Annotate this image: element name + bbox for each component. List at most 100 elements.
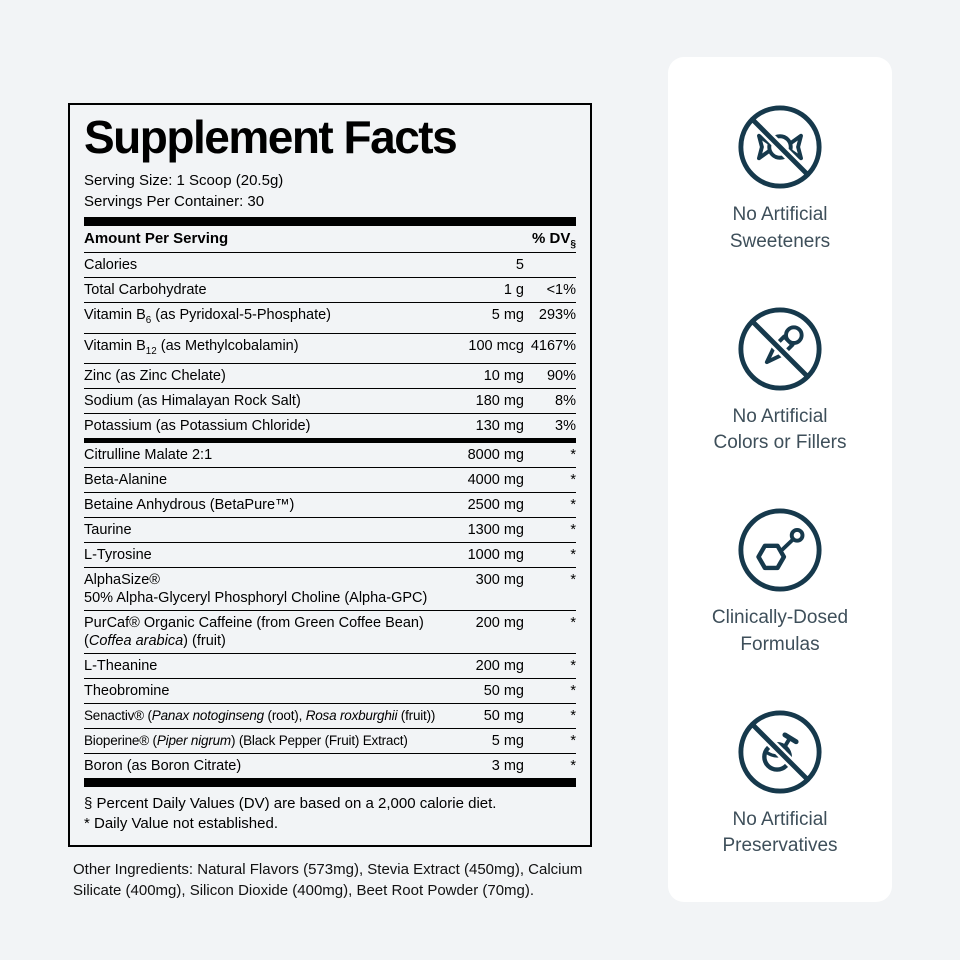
supplement-facts-panel: Supplement Facts Serving Size: 1 Scoop (… [68, 103, 592, 848]
ingredient-amount: 8000 mg [467, 447, 524, 464]
ingredient-amount: 1300 mg [467, 522, 524, 539]
badge-label-line: Sweeteners [729, 230, 831, 252]
no-artificial-sweeteners-icon [738, 105, 822, 189]
active-ingredients-table: Citrulline Malate 2:1 8000 mg * Beta-Alanin… [84, 443, 576, 778]
ingredient-dv: * [570, 615, 576, 632]
ingredient-amount: 5 mg [491, 733, 524, 750]
table-row: AlphaSize® 50% Alpha-Glyceryl Phosphoryl … [84, 568, 576, 612]
ingredient-name: Vitamin B12 (as Methylcobalamin) [84, 337, 299, 357]
table-row: Zinc (as Zinc Chelate) 10 mg 90% [84, 364, 576, 390]
badge-label-line: Preservatives [722, 835, 838, 857]
divider-thick-top [84, 216, 576, 226]
table-row: Total Carbohydrate 1 g <1% [84, 278, 576, 303]
ingredient-amount: 300 mg [475, 572, 524, 589]
divider-medium [84, 438, 576, 444]
ingredient-dv: 90% [546, 368, 576, 385]
ingredient-amount: 1 g [503, 281, 524, 298]
badge-no-artificial-preservatives: No Artificial Preservatives [722, 708, 838, 860]
ingredient-dv: * [570, 497, 576, 514]
ingredient-dv: * [570, 733, 576, 750]
badge-label: No Artificial Sweeteners [730, 202, 830, 255]
ingredient-name: Bioperine® (Piper nigrum) (Black Pepper … [84, 733, 408, 749]
ingredient-dv: 8% [555, 393, 576, 410]
table-row: Senactiv® (Panax notoginseng (root), Ros… [84, 704, 576, 730]
other-ingredients-text: Other Ingredients: Natural Flavors (573m… [73, 861, 583, 900]
table-row: Potassium (as Potassium Chloride) 130 mg 3… [84, 414, 576, 438]
ingredient-amount: 180 mg [475, 393, 524, 410]
nutrients-table: Calories 5 Total Carbohydrate 1 g <1% Vitamin… [84, 253, 576, 439]
ingredient-name: AlphaSize® 50% Alpha-Glyceryl Phosphoryl … [84, 572, 428, 607]
ingredient-name: Calories [84, 256, 138, 273]
ingredient-amount: 50 mg [483, 708, 524, 725]
ingredient-amount: 5 [515, 256, 524, 273]
ingredient-dv: * [570, 522, 576, 539]
ingredient-dv: * [570, 447, 576, 464]
ingredient-dv: * [570, 708, 576, 725]
badge-label: No Artificial Colors or Fillers [713, 404, 846, 457]
clinically-dosed-icon [738, 508, 822, 592]
ingredient-name: L-Tyrosine [84, 547, 152, 564]
badge-label-line: No Artificial [732, 808, 828, 830]
badge-label-line: Formulas [740, 633, 820, 655]
ingredient-name: Citrulline Malate 2:1 [84, 447, 213, 464]
ingredient-name: L-Theanine [84, 658, 158, 675]
badge-clinically-dosed: Clinically-Dosed Formulas [712, 506, 848, 658]
badge-label-line: No Artificial [732, 405, 828, 427]
serving-size: Serving Size: 1 Scoop (20.5g) [84, 171, 284, 189]
footnote-dv: § Percent Daily Values (DV) are based on… [84, 795, 497, 813]
ingredient-name: Theobromine [84, 683, 170, 700]
ingredient-amount: 10 mg [483, 368, 524, 385]
ingredient-amount: 1000 mg [467, 547, 524, 564]
ingredient-name: Zinc (as Zinc Chelate) [84, 368, 226, 385]
badge-label: Clinically-Dosed Formulas [712, 605, 848, 658]
ingredient-name: Sodium (as Himalayan Rock Salt) [84, 393, 301, 410]
table-row: Theobromine 50 mg * [84, 679, 576, 705]
table-row: Taurine 1300 mg * [84, 518, 576, 544]
ingredient-amount: 200 mg [475, 615, 524, 632]
ingredient-dv: * [570, 572, 576, 589]
ingredient-dv: * [570, 547, 576, 564]
ingredient-amount: 100 mcg [468, 337, 524, 354]
ingredient-dv: * [570, 758, 576, 775]
table-row: Calories 5 [84, 253, 576, 278]
ingredient-dv: 293% [538, 306, 576, 323]
table-row: Boron (as Boron Citrate) 3 mg * [84, 754, 576, 778]
ingredient-name: Senactiv® (Panax notoginseng (root), Ros… [84, 708, 436, 724]
panel-title: Supplement Facts [84, 111, 458, 163]
table-row: L-Theanine 200 mg * [84, 654, 576, 680]
badge-label-line: No Artificial [732, 204, 828, 225]
ingredient-amount: 200 mg [475, 658, 524, 675]
servings-per-container: Servings Per Container: 30 [84, 192, 265, 210]
table-row: Sodium (as Himalayan Rock Salt) 180 mg 8% [84, 389, 576, 415]
no-artificial-preservatives-icon [738, 710, 822, 794]
ingredient-name: Vitamin B6 (as Pyridoxal-5-Phosphate) [84, 306, 332, 326]
ingredient-name: Potassium (as Potassium Chloride) [84, 418, 311, 435]
table-row: Citrulline Malate 2:1 8000 mg * [84, 443, 576, 469]
no-artificial-colors-icon [738, 307, 822, 391]
ingredient-name: Taurine [84, 522, 132, 539]
footnotes: § Percent Daily Values (DV) are based on… [84, 787, 576, 837]
ingredient-amount: 50 mg [483, 683, 524, 700]
table-row: Bioperine® (Piper nigrum) (Black Pepper … [84, 729, 576, 755]
ingredient-name: Beta-Alanine [84, 472, 168, 489]
claims-card: No Artificial Sweeteners No Artificial C… [668, 57, 892, 902]
badge-label: No Artificial Preservatives [722, 807, 837, 860]
ingredient-name: PurCaf® Organic Caffeine (from Green Cof… [84, 615, 424, 650]
ingredient-amount: 3 mg [491, 758, 524, 775]
supplement-facts-section: Supplement Facts Serving Size: 1 Scoop (… [68, 103, 592, 901]
table-row: PurCaf® Organic Caffeine (from Green Cof… [84, 611, 576, 655]
ingredient-dv: * [570, 472, 576, 489]
percent-dv-header: % DV§ [531, 229, 576, 250]
table-row: Beta-Alanine 4000 mg * [84, 468, 576, 494]
divider-thick-bottom [84, 778, 576, 788]
ingredient-amount: 4000 mg [467, 472, 524, 489]
table-header-row: Amount Per Serving % DV§ [84, 226, 576, 253]
ingredient-dv: <1% [546, 281, 576, 298]
ingredient-dv: 4167% [530, 337, 576, 354]
table-row: L-Tyrosine 1000 mg * [84, 543, 576, 569]
badge-no-artificial-sweeteners: No Artificial Sweeteners [730, 103, 830, 255]
ingredient-amount: 2500 mg [467, 497, 524, 514]
ingredient-amount: 5 mg [491, 306, 524, 323]
ingredient-dv: 3% [555, 418, 576, 435]
